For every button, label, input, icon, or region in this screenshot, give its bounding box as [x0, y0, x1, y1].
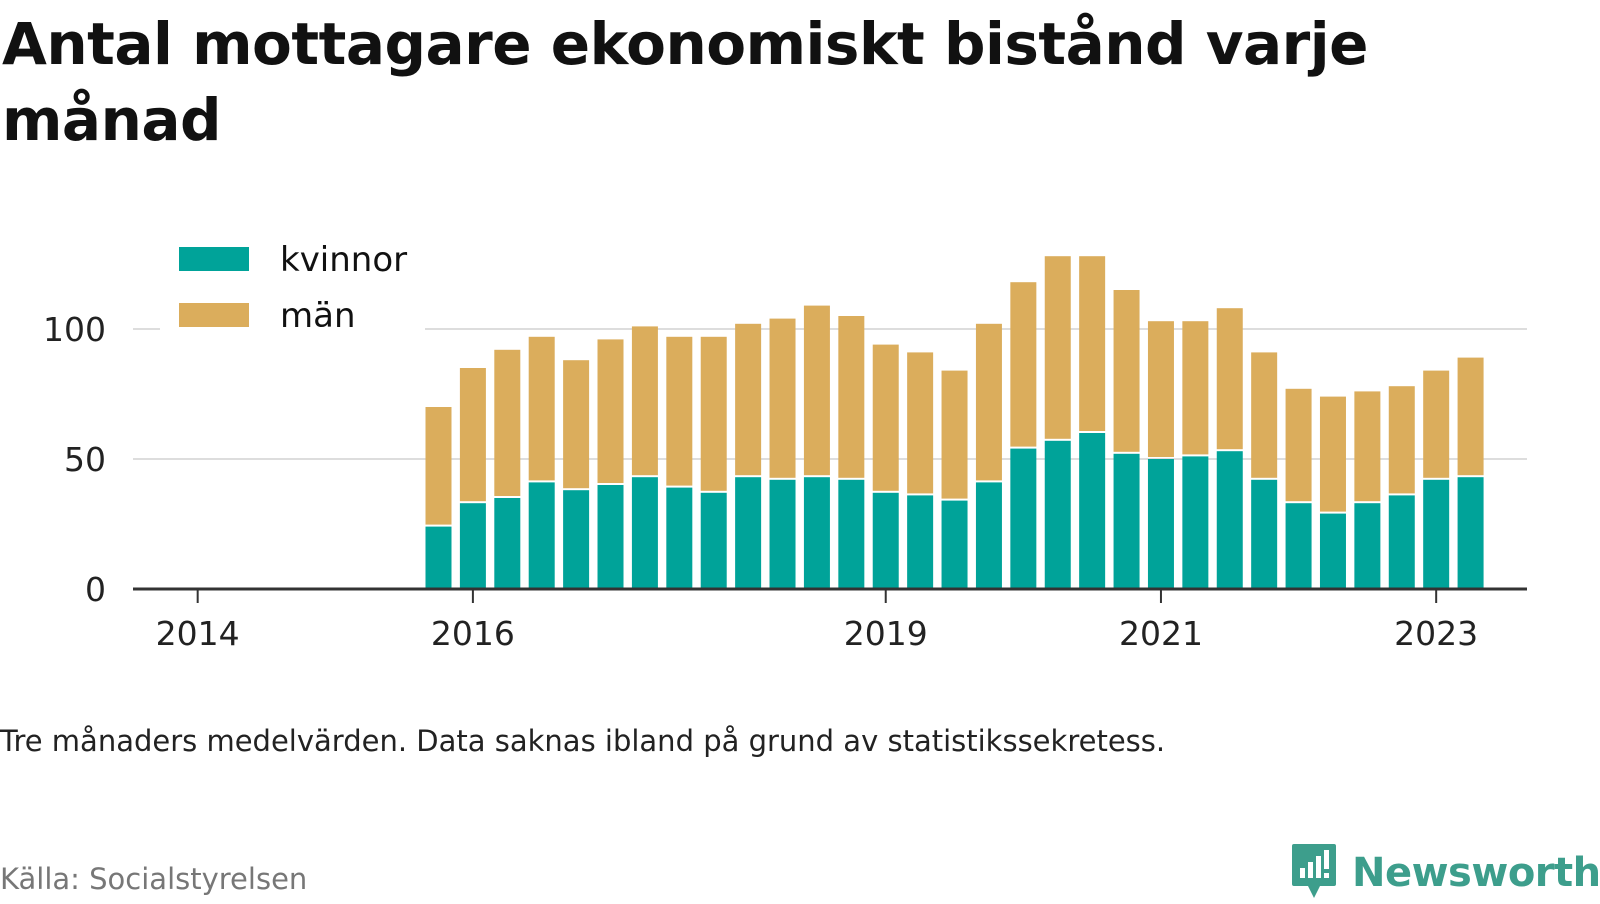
bar-kvinnor: [838, 479, 865, 589]
newsworthy-logo-icon: [1290, 842, 1338, 904]
x-axis: 2014 2016 2019 2021 2023: [133, 587, 1527, 653]
bar-man: [872, 344, 899, 491]
bar-man: [975, 323, 1002, 481]
bar-kvinnor: [1285, 503, 1312, 589]
bar-man: [735, 323, 762, 476]
bar-man: [700, 336, 727, 491]
x-tick-label: 2021: [1119, 614, 1203, 653]
legend-swatch-kvinnor: [179, 247, 249, 271]
bar-kvinnor: [459, 503, 486, 589]
legend: kvinnor män: [160, 232, 425, 336]
chart-note: Tre månaders medelvärden. Data saknas ib…: [0, 724, 1166, 758]
bar-man: [941, 370, 968, 499]
bar-man: [425, 407, 452, 525]
bar-man: [769, 318, 796, 478]
bar-man: [907, 352, 934, 494]
x-tick-label: 2014: [156, 614, 240, 653]
bar-man: [1079, 256, 1106, 431]
bar-man: [528, 336, 555, 481]
legend-label-kvinnor: kvinnor: [280, 240, 407, 280]
bar-man: [494, 349, 521, 496]
x-tick-label: 2023: [1394, 614, 1478, 653]
bar-man: [1113, 290, 1140, 452]
bar-kvinnor: [1457, 477, 1484, 589]
bar-kvinnor: [1044, 440, 1071, 589]
legend-label-man: män: [280, 296, 356, 336]
bar-kvinnor: [769, 479, 796, 589]
bar-kvinnor: [494, 498, 521, 589]
bar-man: [666, 336, 693, 486]
bar-kvinnor: [1354, 503, 1381, 589]
bar-man: [1423, 370, 1450, 478]
bar-kvinnor: [735, 477, 762, 589]
bar-man: [1044, 256, 1071, 439]
bar-kvinnor: [1251, 479, 1278, 589]
y-tick-label: 50: [64, 440, 106, 479]
bar-man: [838, 316, 865, 478]
bar-man: [1010, 282, 1037, 447]
bar-kvinnor: [1319, 513, 1346, 589]
bar-kvinnor: [1147, 459, 1174, 589]
gridlines: [133, 328, 1527, 460]
bar-kvinnor: [1216, 451, 1243, 589]
bar-kvinnor: [872, 492, 899, 589]
bar-man: [563, 360, 590, 489]
x-tick-label: 2019: [844, 614, 928, 653]
y-axis-labels: 0 50 100: [43, 310, 106, 609]
bar-man: [1182, 321, 1209, 455]
bar-man: [1216, 308, 1243, 450]
bar-chart: 0 50 100 2014 2016 2019 2021 2023 kvinnor män: [43, 232, 1527, 653]
bar-man: [1388, 386, 1415, 494]
bar-man: [1147, 321, 1174, 457]
bar-man: [597, 339, 624, 483]
bar-kvinnor: [1113, 453, 1140, 589]
bar-kvinnor: [1423, 479, 1450, 589]
bar-man: [1251, 352, 1278, 478]
bar-kvinnor: [803, 477, 830, 589]
bar-man: [1354, 391, 1381, 502]
bar-kvinnor: [597, 485, 624, 589]
y-tick-label: 100: [43, 310, 106, 349]
bar-kvinnor: [941, 500, 968, 589]
bar-kvinnor: [1388, 495, 1415, 589]
source-label: Källa: Socialstyrelsen: [0, 862, 308, 896]
bar-man: [1285, 388, 1312, 502]
bar-man: [1457, 357, 1484, 476]
bar-kvinnor: [975, 482, 1002, 589]
chart-title: Antal mottagare ekonomiskt bistånd varje…: [2, 10, 1369, 154]
bar-kvinnor: [425, 526, 452, 589]
bar-man: [459, 368, 486, 502]
bar-kvinnor: [666, 487, 693, 589]
bar-man: [803, 305, 830, 476]
bar-kvinnor: [1182, 456, 1209, 589]
x-tick-label: 2016: [431, 614, 515, 653]
bar-kvinnor: [563, 490, 590, 589]
bar-kvinnor: [1079, 433, 1106, 589]
bar-kvinnor: [528, 482, 555, 589]
bar-kvinnor: [700, 492, 727, 589]
bar-kvinnor: [631, 477, 658, 589]
legend-swatch-man: [179, 303, 249, 327]
bars: [425, 256, 1484, 589]
bar-man: [631, 326, 658, 476]
bar-kvinnor: [1010, 448, 1037, 589]
bar-kvinnor: [907, 495, 934, 589]
brand-name: Newsworthy: [1352, 850, 1600, 896]
brand-logo[interactable]: Newsworthy: [1290, 843, 1600, 903]
y-tick-label: 0: [85, 570, 106, 609]
bar-man: [1319, 396, 1346, 512]
